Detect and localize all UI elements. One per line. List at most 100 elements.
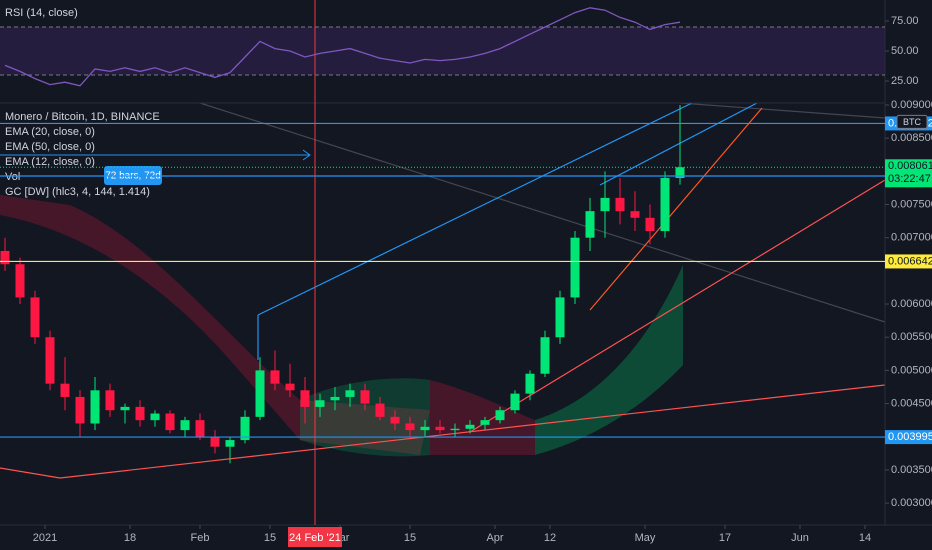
candle-body — [180, 420, 190, 431]
trend-lines — [0, 102, 886, 479]
candle-body — [255, 370, 265, 417]
candle-body — [390, 416, 400, 424]
trend-line — [599, 102, 758, 186]
currency-box — [896, 114, 928, 129]
candle-body — [330, 396, 340, 401]
y-tick-label: 0.009000 — [891, 99, 932, 111]
cloud-band — [0, 195, 430, 455]
rsi-line — [4, 7, 681, 87]
x-tick-label: Jun — [791, 532, 809, 544]
candle-body — [465, 424, 475, 429]
candle-body — [495, 410, 505, 421]
trend-line — [59, 384, 886, 479]
x-tick-label: 17 — [719, 532, 731, 544]
candle-body — [120, 406, 130, 411]
indicator-label: EMA (50, close, 0) — [5, 141, 95, 153]
rsi-title: RSI (14, close) — [5, 7, 78, 19]
candle-body — [510, 393, 520, 411]
price-tag-label: 0.006642 — [888, 255, 932, 267]
candle-body — [420, 426, 430, 431]
y-tick-label: 50.00 — [891, 45, 919, 57]
x-tick-label: 12 — [544, 532, 556, 544]
price-tag — [885, 254, 932, 269]
cloud-band — [535, 265, 683, 455]
trend-line — [199, 102, 886, 323]
price-tag — [885, 430, 932, 445]
candle-body — [615, 197, 625, 212]
crosshair-label: 24 Feb '21 — [289, 532, 341, 544]
x-tick-label: 14 — [859, 532, 871, 544]
indicator-label: Vol — [5, 171, 20, 183]
trend-line — [257, 102, 693, 316]
x-tick-label: 2021 — [33, 532, 57, 544]
trend-line — [589, 107, 763, 311]
indicator-label: GC [DW] (hlc3, 4, 144, 1.414) — [5, 186, 150, 198]
candle-body — [60, 383, 70, 397]
candle-body — [225, 440, 235, 447]
candle-body — [345, 390, 355, 397]
trend-line — [469, 179, 886, 433]
candle-body — [90, 390, 100, 424]
countdown-label: 03:22:47 — [888, 173, 931, 185]
candle-body — [540, 337, 550, 374]
candle-body — [450, 428, 460, 431]
candle-body — [645, 217, 655, 232]
candle-body — [525, 373, 535, 394]
x-tick-label: Feb — [191, 532, 210, 544]
x-tick-label: 15 — [404, 532, 416, 544]
x-tick-label: 18 — [124, 532, 136, 544]
candle-body — [195, 420, 205, 437]
candle-body — [300, 390, 310, 407]
currency-label: BTC — [903, 117, 922, 127]
trend-line — [0, 467, 61, 479]
y-tick-label: 75.00 — [891, 15, 919, 27]
candle-body — [0, 250, 10, 265]
candle-body — [570, 237, 580, 298]
last-price-tag — [885, 159, 932, 188]
candle-body — [315, 400, 325, 407]
candle-body — [45, 337, 55, 384]
candle-body — [435, 426, 445, 431]
candle-body — [15, 264, 25, 298]
measure-arrow-head — [302, 149, 311, 161]
candle-body — [660, 177, 670, 232]
candle-body — [105, 390, 115, 411]
price-tag-label: 0.003995 — [888, 431, 932, 443]
y-tick-label: 25.00 — [891, 75, 919, 87]
candle-body — [285, 383, 295, 391]
x-tick-label: May — [635, 532, 656, 544]
last-price-label: 0.008061 — [888, 160, 932, 172]
candle-body — [555, 297, 565, 338]
candle-body — [675, 167, 685, 178]
candle-body — [150, 413, 160, 421]
crosshair-tag — [288, 527, 342, 547]
trend-line — [679, 102, 886, 119]
candle-body — [75, 396, 85, 424]
candle-body — [405, 423, 415, 431]
candle-body — [210, 436, 220, 447]
candle-body — [630, 211, 640, 218]
candle-body — [360, 390, 370, 404]
candle-body — [585, 211, 595, 238]
candle-body — [480, 420, 490, 425]
candle-body — [240, 416, 250, 441]
indicator-label: EMA (12, close, 0) — [5, 156, 95, 168]
candle-body — [375, 403, 385, 417]
indicator-label: EMA (20, close, 0) — [5, 126, 95, 138]
symbol-title: Monero / Bitcoin, 1D, BINANCE — [5, 111, 160, 123]
candle-body — [600, 197, 610, 212]
candle-body — [30, 297, 40, 338]
candle-body — [165, 413, 175, 431]
